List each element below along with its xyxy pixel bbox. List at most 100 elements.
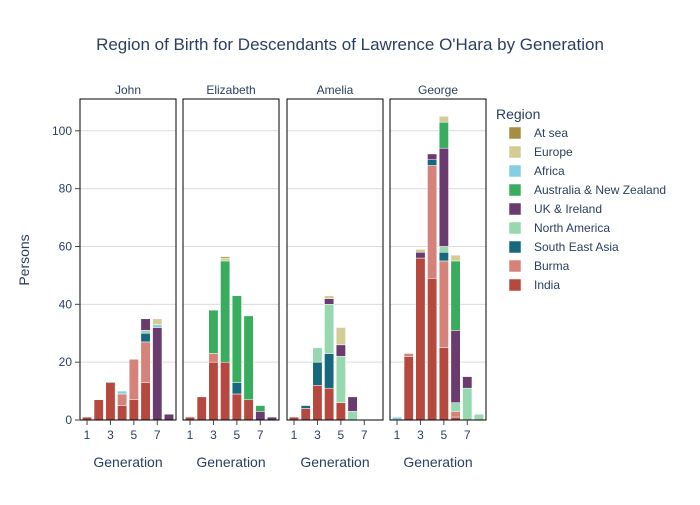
bar-segment-george-gen4-south-east-asia: [427, 159, 438, 166]
bar-segment-john-gen7-europe: [152, 318, 163, 325]
bar-segment-john-gen3-india: [105, 382, 116, 421]
bar-segment-amelia-gen4-india: [324, 387, 335, 421]
x-tick-label: 5: [131, 428, 138, 442]
legend: Region At sea Europe Africa Australia & New…: [496, 106, 666, 292]
bar-segment-george-gen5-europe: [438, 116, 449, 123]
bar-segment-elizabeth-gen3-burma: [208, 353, 219, 363]
legend-item-uk-ireland: UK & Ireland: [534, 202, 602, 216]
bar-segment-amelia-gen2-south-east-asia: [300, 405, 311, 409]
legend-title: Region: [496, 106, 540, 122]
bar-segment-elizabeth-gen6-india: [243, 399, 254, 421]
legend-item-europe: Europe: [534, 145, 573, 159]
bar-segment-george-gen5-uk-ireland: [438, 147, 449, 247]
legend-item-south-east-asia: South East Asia: [534, 240, 619, 254]
bar-segment-john-gen4-india: [117, 405, 128, 421]
x-tick-label: 5: [234, 428, 241, 442]
y-tick-label: 20: [59, 355, 73, 369]
bar-segment-john-gen5-burma: [128, 359, 139, 401]
bar-segment-george-gen3-india: [415, 257, 426, 421]
bar-segment-george-gen2-india: [403, 356, 414, 421]
bar-segment-john-gen2-india: [93, 399, 104, 421]
legend-swatch-north-america: [508, 221, 522, 235]
bar-segment-amelia-gen3-india: [312, 385, 323, 421]
bar-segment-george-gen6-australia-new-zealand: [450, 260, 461, 331]
bar-segment-amelia-gen3-north-america: [312, 347, 323, 363]
bar-segment-elizabeth-gen7-australia-new-zealand: [255, 405, 266, 412]
panels-layer: John 1 3 5 7 Generation Elizabeth 1 3 5 7 Generatio…: [52, 83, 487, 470]
bar-segment-amelia-gen4-europe: [324, 295, 335, 299]
bar-segment-john-gen4-africa: [117, 390, 128, 395]
bar-segment-elizabeth-gen2-india: [196, 396, 207, 421]
legend-swatch-at-sea: [508, 126, 522, 140]
bar-segment-john-gen6-south-east-asia: [140, 332, 151, 343]
x-tick-label: 3: [210, 428, 217, 442]
bar-segment-elizabeth-gen4-at-sea: [220, 256, 231, 259]
bar-segment-george-gen5-south-east-asia: [438, 252, 449, 262]
legend-item-australia-new-zealand: Australia & New Zealand: [534, 183, 666, 197]
bar-segment-george-gen8-north-america: [474, 413, 484, 421]
x-tick-label: 5: [338, 428, 345, 442]
x-tick-label: 7: [154, 428, 161, 442]
bar-segment-george-gen3-uk-ireland: [415, 252, 426, 259]
x-axis-title: Generation: [403, 454, 472, 470]
legend-item-africa: Africa: [534, 164, 565, 178]
bar-segment-amelia-gen5-north-america: [335, 356, 346, 403]
bar-segment-george-gen4-india: [427, 278, 438, 421]
bar-segment-george-gen6-europe: [450, 254, 461, 262]
bar-segment-amelia-gen4-south-east-asia: [324, 353, 335, 389]
legend-swatch-europe: [508, 145, 522, 159]
x-tick-label: 1: [84, 428, 91, 442]
panel-title-george: George: [418, 83, 458, 97]
bar-segment-elizabeth-gen4-australia-new-zealand: [220, 260, 231, 363]
bar-segment-amelia-gen3-south-east-asia: [312, 361, 323, 386]
bar-segment-elizabeth-gen5-australia-new-zealand: [231, 295, 242, 383]
y-tick-label: 0: [65, 413, 72, 427]
x-axis-title: Generation: [300, 454, 369, 470]
bar-segment-john-gen5-india: [128, 399, 139, 421]
x-axis-title: Generation: [93, 454, 162, 470]
bar-segment-amelia-gen4-uk-ireland: [324, 298, 335, 305]
bar-segment-amelia-gen5-europe: [335, 327, 346, 346]
bar-segment-john-gen6-uk-ireland: [140, 318, 151, 331]
bar-segment-amelia-gen4-north-america: [324, 304, 335, 354]
bar-segment-george-gen7-north-america: [462, 387, 473, 421]
x-axis-title: Generation: [196, 454, 265, 470]
legend-swatch-uk-ireland: [508, 202, 522, 216]
bar-segment-george-gen7-uk-ireland: [462, 376, 473, 389]
bar-segment-elizabeth-gen3-india: [208, 361, 219, 421]
panel-title-elizabeth: Elizabeth: [206, 83, 255, 97]
legend-swatch-burma: [508, 259, 522, 273]
legend-item-at-sea: At sea: [534, 126, 568, 140]
bar-segment-george-gen5-north-america: [438, 246, 449, 253]
bar-segment-george-gen4-uk-ireland: [427, 153, 438, 160]
legend-swatch-south-east-asia: [508, 240, 522, 254]
bar-segment-john-gen6-india: [140, 382, 151, 421]
panel-frame: [182, 98, 280, 421]
bar-segment-george-gen6-north-america: [450, 402, 461, 412]
bar-segment-john-gen6-north-america: [140, 330, 151, 334]
y-tick-label: 60: [59, 239, 73, 253]
legend-swatch-australia-new-zealand: [508, 183, 522, 197]
panel-elizabeth: Elizabeth 1 3 5 7 Generation: [182, 83, 280, 470]
bar-segment-elizabeth-gen6-australia-new-zealand: [243, 315, 254, 401]
bar-segment-john-gen6-burma: [140, 341, 151, 383]
bar-segment-elizabeth-gen4-europe: [220, 257, 231, 262]
y-axis-title: Persons: [16, 234, 32, 285]
bar-segment-elizabeth-gen5-south-east-asia: [231, 382, 242, 395]
y-tick-label: 100: [52, 124, 72, 138]
x-tick-label: 3: [107, 428, 114, 442]
x-tick-label: 3: [314, 428, 321, 442]
bar-segment-george-gen6-burma: [450, 411, 461, 418]
legend-item-burma: Burma: [534, 259, 570, 273]
legend-item-india: India: [534, 278, 560, 292]
legend-swatch-india: [508, 278, 522, 292]
legend-item-north-america: North America: [534, 221, 610, 235]
bar-segment-john-gen4-burma: [117, 393, 128, 406]
bar-segment-amelia-gen6-uk-ireland: [347, 396, 358, 412]
x-tick-label: 5: [441, 428, 448, 442]
bar-segment-george-gen6-uk-ireland: [450, 330, 461, 403]
panel-george: George 1 3 5 7 Generation: [389, 83, 487, 470]
bar-segment-amelia-gen5-india: [335, 402, 346, 421]
panel-title-amelia: Amelia: [317, 83, 354, 97]
